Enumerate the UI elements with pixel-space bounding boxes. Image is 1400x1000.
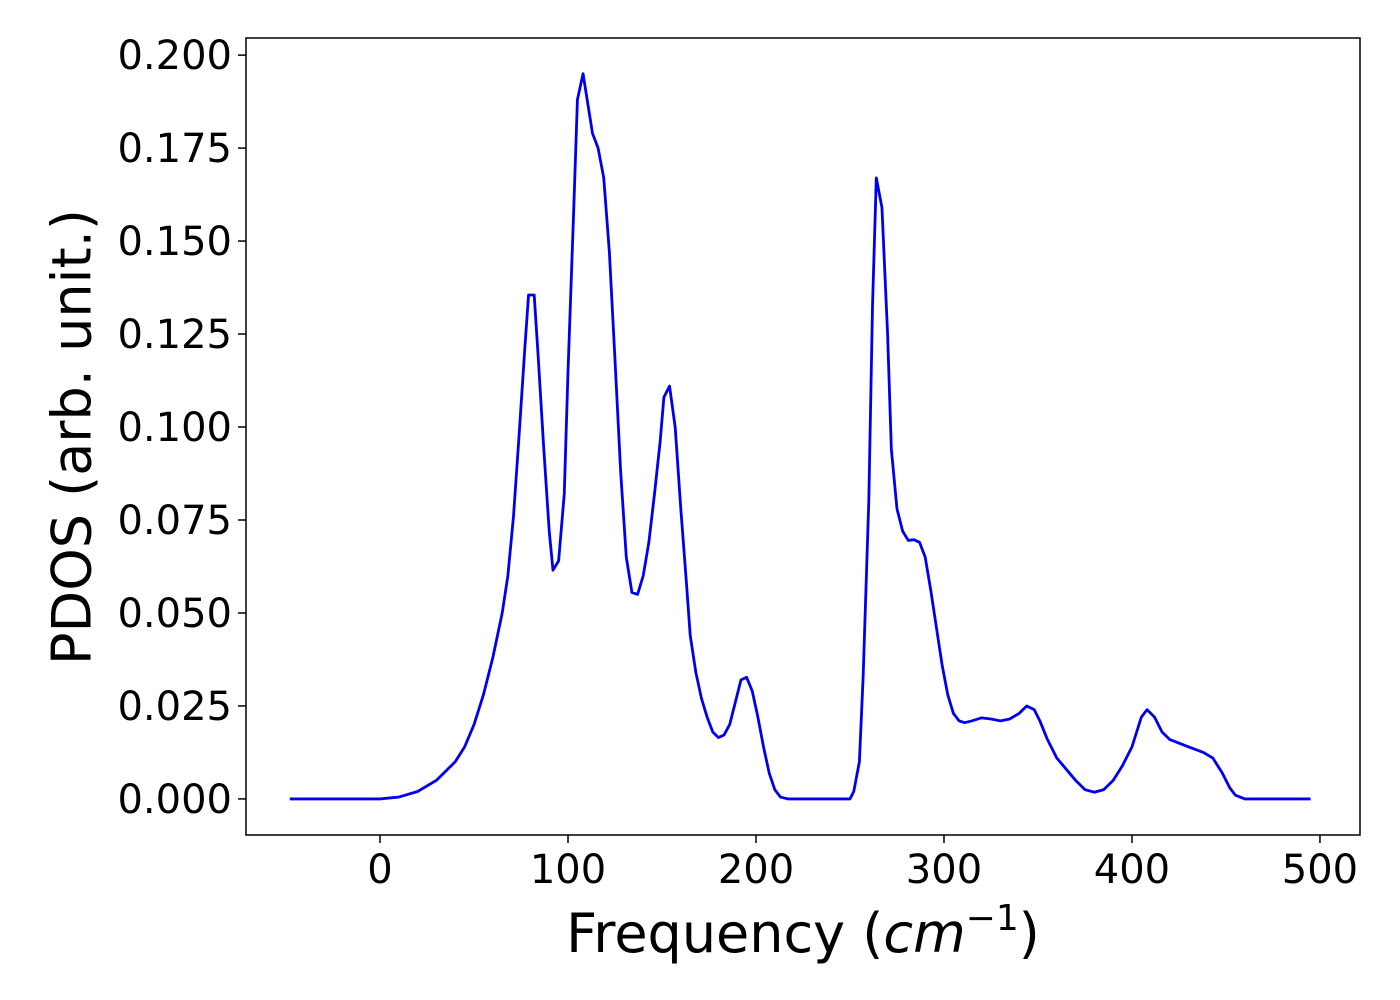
x-tick-label: 0 — [367, 847, 392, 893]
y-tick-label: 0.200 — [117, 33, 232, 79]
y-tick-label: 0.125 — [117, 312, 232, 358]
y-tick-label: 0.175 — [117, 126, 232, 172]
x-label-exponent: −1 — [966, 898, 1019, 939]
x-tick-label: 400 — [1094, 847, 1170, 893]
plot-frame — [245, 37, 1361, 836]
y-tick-label: 0.025 — [117, 684, 232, 730]
x-tick-label: 500 — [1282, 847, 1358, 893]
data-line — [289, 72, 1311, 801]
x-tick-label: 300 — [906, 847, 982, 893]
x-label-unit: cm — [883, 902, 965, 965]
y-tick-label: 0.075 — [117, 498, 232, 544]
y-tick-label: 0.150 — [117, 219, 232, 265]
y-tick-label: 0.100 — [117, 405, 232, 451]
x-axis-label: Frequency (cm−1) — [566, 898, 1040, 965]
y-axis-label: PDOS (arb. unit.) — [41, 209, 104, 665]
y-tick-label: 0.000 — [117, 777, 232, 823]
x-label-text: Frequency ( — [566, 902, 883, 965]
x-label-close: ) — [1019, 902, 1040, 965]
x-tick-label: 200 — [718, 847, 794, 893]
x-tick-label: 100 — [530, 847, 606, 893]
y-tick-label: 0.050 — [117, 591, 232, 637]
